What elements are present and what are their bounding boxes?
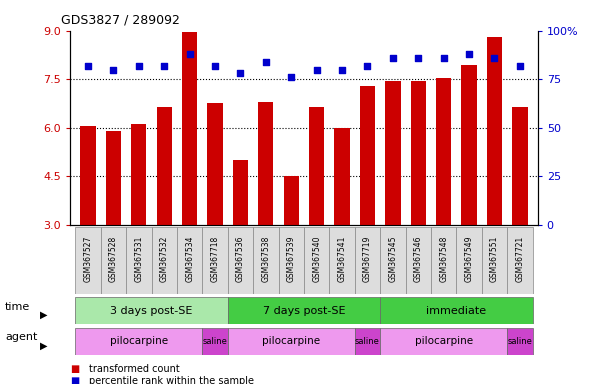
Bar xyxy=(411,81,426,322)
Text: saline: saline xyxy=(508,337,532,346)
Bar xyxy=(386,81,400,322)
Text: pilocarpine: pilocarpine xyxy=(262,336,320,346)
Text: 7 days post-SE: 7 days post-SE xyxy=(263,306,345,316)
Bar xyxy=(177,227,202,294)
Point xyxy=(439,55,448,61)
Bar xyxy=(507,328,533,355)
Text: GSM367527: GSM367527 xyxy=(84,236,92,282)
Bar xyxy=(233,160,248,322)
Point xyxy=(515,63,525,69)
Bar xyxy=(131,124,147,322)
Bar xyxy=(208,103,222,322)
Bar xyxy=(360,86,375,322)
Text: GSM367528: GSM367528 xyxy=(109,236,118,282)
Bar xyxy=(202,227,228,294)
Text: GSM367541: GSM367541 xyxy=(337,236,346,282)
Text: GSM367548: GSM367548 xyxy=(439,236,448,282)
Text: GSM367721: GSM367721 xyxy=(516,236,524,282)
Point xyxy=(261,59,271,65)
Bar xyxy=(101,227,126,294)
Bar xyxy=(507,227,533,294)
Bar xyxy=(253,227,279,294)
Text: GSM367719: GSM367719 xyxy=(363,236,372,282)
Point xyxy=(388,55,398,61)
Bar xyxy=(380,297,533,324)
Bar xyxy=(279,227,304,294)
Bar xyxy=(482,227,507,294)
Bar xyxy=(355,328,380,355)
Text: agent: agent xyxy=(5,332,37,342)
Text: GSM367718: GSM367718 xyxy=(211,236,219,282)
Bar xyxy=(329,227,355,294)
Point xyxy=(489,55,499,61)
Bar xyxy=(228,297,380,324)
Text: ▶: ▶ xyxy=(40,341,47,351)
Bar xyxy=(182,32,197,322)
Bar xyxy=(75,227,101,294)
Bar xyxy=(228,227,253,294)
Bar xyxy=(355,227,380,294)
Text: saline: saline xyxy=(355,337,380,346)
Bar xyxy=(126,227,152,294)
Point xyxy=(414,55,423,61)
Text: GSM367540: GSM367540 xyxy=(312,235,321,282)
Text: GSM367549: GSM367549 xyxy=(464,235,474,282)
Text: percentile rank within the sample: percentile rank within the sample xyxy=(89,376,254,384)
Bar xyxy=(152,227,177,294)
Text: GSM367551: GSM367551 xyxy=(490,236,499,282)
Bar xyxy=(156,107,172,322)
Text: GSM367534: GSM367534 xyxy=(185,235,194,282)
Bar xyxy=(431,227,456,294)
Bar xyxy=(258,102,274,322)
Bar xyxy=(512,107,527,322)
Point xyxy=(109,66,119,73)
Point xyxy=(337,66,347,73)
Bar xyxy=(456,227,482,294)
Bar xyxy=(106,131,121,322)
Point xyxy=(185,51,194,57)
Point xyxy=(83,63,93,69)
Bar xyxy=(75,328,202,355)
Text: GDS3827 / 289092: GDS3827 / 289092 xyxy=(61,13,180,26)
Text: pilocarpine: pilocarpine xyxy=(110,336,168,346)
Point xyxy=(362,63,372,69)
Text: GSM367531: GSM367531 xyxy=(134,236,144,282)
Bar xyxy=(380,227,406,294)
Point xyxy=(312,66,321,73)
Text: GSM367546: GSM367546 xyxy=(414,235,423,282)
Point xyxy=(236,70,246,76)
Text: pilocarpine: pilocarpine xyxy=(415,336,473,346)
Bar xyxy=(304,227,329,294)
Bar xyxy=(81,126,96,322)
Bar xyxy=(406,227,431,294)
Point xyxy=(287,74,296,80)
Bar xyxy=(436,78,452,322)
Text: 3 days post-SE: 3 days post-SE xyxy=(111,306,192,316)
Text: ▶: ▶ xyxy=(40,310,47,320)
Point xyxy=(464,51,474,57)
Text: ■: ■ xyxy=(70,376,79,384)
Bar xyxy=(228,328,355,355)
Text: GSM367539: GSM367539 xyxy=(287,235,296,282)
Text: immediate: immediate xyxy=(426,306,486,316)
Text: saline: saline xyxy=(203,337,227,346)
Bar xyxy=(380,328,507,355)
Text: GSM367536: GSM367536 xyxy=(236,235,245,282)
Bar xyxy=(487,37,502,322)
Bar xyxy=(309,107,324,322)
Text: GSM367545: GSM367545 xyxy=(389,235,397,282)
Point xyxy=(134,63,144,69)
Point xyxy=(210,63,220,69)
Text: transformed count: transformed count xyxy=(89,364,180,374)
Bar xyxy=(202,328,228,355)
Text: time: time xyxy=(5,301,30,311)
Text: ■: ■ xyxy=(70,364,79,374)
Text: GSM367538: GSM367538 xyxy=(262,236,271,282)
Bar xyxy=(334,128,349,322)
Text: GSM367532: GSM367532 xyxy=(159,236,169,282)
Point xyxy=(159,63,169,69)
Bar xyxy=(75,297,228,324)
Bar xyxy=(461,65,477,322)
Bar xyxy=(284,176,299,322)
